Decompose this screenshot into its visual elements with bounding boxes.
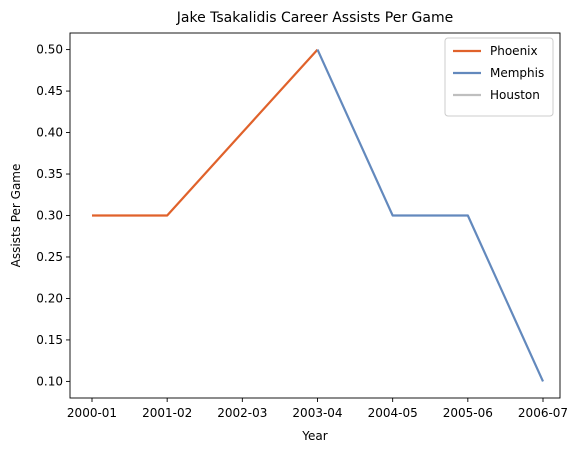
legend-label-houston: Houston: [490, 88, 540, 102]
y-tick-label: 0.25: [36, 250, 63, 264]
x-tick-label: 2001-02: [142, 406, 192, 420]
y-tick-label: 0.15: [36, 333, 63, 347]
y-tick-label: 0.45: [36, 84, 63, 98]
x-axis-label: Year: [301, 429, 327, 443]
x-tick-label: 2003-04: [292, 406, 342, 420]
x-tick-label: 2006-07: [518, 406, 568, 420]
y-tick-label: 0.10: [36, 374, 63, 388]
series-line-memphis: [316, 49, 545, 382]
x-tick-label: 2005-06: [443, 406, 493, 420]
chart-title: Jake Tsakalidis Career Assists Per Game: [176, 10, 454, 26]
y-tick-label: 0.30: [36, 209, 63, 223]
series-line-phoenix: [92, 48, 319, 217]
legend-label-memphis: Memphis: [490, 66, 544, 80]
y-axis-label: Assists Per Game: [9, 164, 23, 268]
y-tick-label: 0.35: [36, 167, 63, 181]
x-tick-label: 2002-03: [217, 406, 267, 420]
y-tick-label: 0.20: [36, 291, 63, 305]
legend-frame: [444, 37, 554, 117]
y-tick-label: 0.40: [36, 126, 63, 140]
x-tick-label: 2000-01: [67, 406, 117, 420]
x-tick-label: 2004-05: [368, 406, 418, 420]
y-tick-label: 0.50: [36, 43, 63, 57]
y-axis-ticks: 0.10 0.15 0.20 0.25 0.30 0.35 0.40 0.45 0.50: [36, 43, 70, 388]
legend-label-phoenix: Phoenix: [490, 44, 538, 58]
series-lines: [92, 48, 545, 382]
x-axis-ticks: 2000-01 2001-02 2002-03 2003-04 2004-05 2005-…: [67, 398, 568, 420]
legend: Phoenix Memphis Houston: [444, 37, 554, 117]
